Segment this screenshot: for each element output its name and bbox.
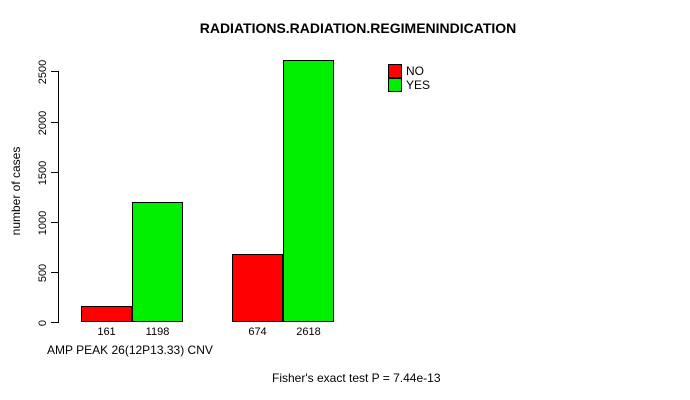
bar-value-label: 2618 [296,326,321,338]
chart-title: RADIATIONS.RADIATION.REGIMENINDICATION [199,20,517,36]
legend-label-yes: YES [406,77,431,92]
legend-item-yes: YES [388,78,430,92]
legend-item-no: NO [388,64,430,78]
y-tick-label: 2000 [37,110,49,135]
bar-yes-group1 [132,202,183,322]
y-tick-mark [51,122,58,123]
x-axis-label: AMP PEAK 26(12P13.33) CNV [47,343,213,357]
legend-swatch-no-icon [388,64,402,78]
bar-value-label: 674 [248,326,267,338]
y-tick-label: 1000 [37,210,49,235]
y-tick-label: 500 [37,263,49,282]
bar-yes-group2 [283,60,334,322]
y-tick-mark [51,272,58,273]
y-tick-label: 2500 [37,59,49,84]
y-tick-mark [51,222,58,223]
y-tick-label: 0 [37,319,49,326]
fisher-test-annotation: Fisher's exact test P = 7.44e-13 [272,371,441,385]
y-tick-mark [51,322,58,323]
legend: NO YES [388,64,430,92]
y-axis-line [58,71,59,323]
legend-swatch-yes-icon [388,78,402,92]
y-tick-mark [51,172,58,173]
y-tick-label: 1500 [37,160,49,185]
bar-no-group2 [232,254,283,322]
bar-no-group1 [81,306,132,322]
bar-value-label: 1198 [145,326,170,338]
bar-value-label: 161 [97,326,116,338]
y-tick-mark [51,71,58,72]
legend-label-no: NO [406,63,424,78]
